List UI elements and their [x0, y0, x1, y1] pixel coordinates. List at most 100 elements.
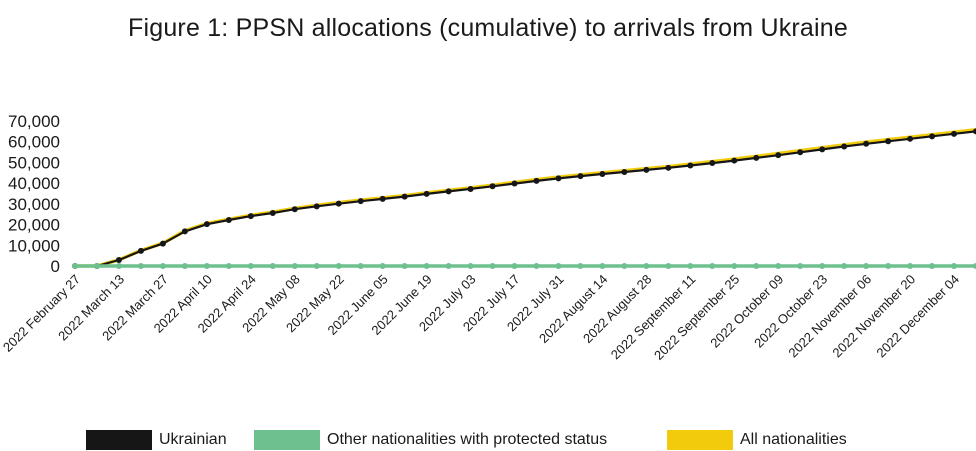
y-tick-label: 10,000: [8, 236, 60, 255]
data-point-ukrainian: [313, 203, 320, 210]
data-point-ukrainian: [929, 133, 936, 140]
data-point-other-nationalities: [885, 263, 892, 269]
data-point-ukrainian: [709, 160, 716, 167]
data-point-ukrainian: [269, 209, 276, 216]
data-point-ukrainian: [511, 180, 518, 187]
data-point-other-nationalities: [577, 263, 584, 269]
data-point-other-nationalities: [357, 263, 364, 269]
data-point-other-nationalities: [841, 263, 848, 269]
data-point-other-nationalities: [269, 263, 276, 269]
data-point-other-nationalities: [313, 263, 320, 269]
legend-label-other-nationalities: Other nationalities with protected statu…: [327, 431, 608, 448]
data-point-other-nationalities: [973, 263, 976, 269]
legend: Ukrainian Other nationalities with prote…: [0, 427, 976, 451]
data-point-ukrainian: [555, 175, 562, 182]
data-point-ukrainian: [731, 157, 738, 164]
x-tick-label: 2022 November 06: [785, 272, 874, 361]
data-point-ukrainian: [951, 130, 958, 137]
data-point-other-nationalities: [335, 263, 342, 269]
data-point-other-nationalities: [863, 263, 870, 269]
y-tick-label: 40,000: [8, 174, 60, 193]
data-point-other-nationalities: [445, 263, 452, 269]
data-point-other-nationalities: [643, 263, 650, 269]
y-tick-label: 50,000: [8, 153, 60, 172]
data-point-other-nationalities: [929, 263, 936, 269]
data-point-other-nationalities: [467, 263, 474, 269]
data-point-ukrainian: [819, 146, 826, 153]
data-point-ukrainian: [225, 217, 232, 224]
series-layer: [72, 127, 976, 269]
data-point-other-nationalities: [555, 263, 562, 269]
series-line-ukrainian: [73, 130, 976, 268]
data-point-other-nationalities: [247, 263, 254, 269]
chart-title: Figure 1: PPSN allocations (cumulative) …: [128, 14, 848, 42]
series-ukrainian: [72, 128, 976, 269]
data-point-other-nationalities: [731, 263, 738, 269]
data-point-other-nationalities: [93, 263, 100, 269]
data-point-other-nationalities: [753, 263, 760, 269]
y-tick-label: 30,000: [8, 195, 60, 214]
y-tick-label: 20,000: [8, 216, 60, 235]
data-point-other-nationalities: [907, 263, 914, 269]
data-point-ukrainian: [863, 140, 870, 147]
data-point-ukrainian: [445, 188, 452, 195]
data-point-other-nationalities: [181, 263, 188, 269]
data-point-ukrainian: [291, 206, 298, 213]
data-point-ukrainian: [599, 171, 606, 178]
series-all-nationalities: [73, 127, 976, 268]
legend-item-other-nationalities: Other nationalities with protected statu…: [254, 429, 607, 451]
data-point-ukrainian: [665, 164, 672, 171]
x-tick-label: 2022 November 20: [829, 272, 918, 361]
data-point-other-nationalities: [489, 263, 496, 269]
data-point-ukrainian: [577, 173, 584, 180]
legend-label-ukrainian: Ukrainian: [159, 431, 227, 448]
data-point-other-nationalities: [621, 263, 628, 269]
x-tick-label: 2022 September 11: [608, 272, 699, 363]
y-tick-label: 60,000: [8, 133, 60, 152]
data-point-ukrainian: [797, 149, 804, 156]
series-line-all-nationalities: [73, 127, 976, 268]
legend-swatch-all-nationalities: [667, 430, 733, 450]
data-point-ukrainian: [159, 240, 166, 247]
data-point-ukrainian: [973, 128, 976, 135]
data-point-ukrainian: [357, 198, 364, 205]
data-point-other-nationalities: [709, 263, 716, 269]
data-point-other-nationalities: [533, 263, 540, 269]
data-point-ukrainian: [335, 200, 342, 207]
data-point-ukrainian: [489, 183, 496, 190]
data-point-other-nationalities: [599, 263, 606, 269]
data-point-ukrainian: [203, 221, 210, 228]
data-point-other-nationalities: [775, 263, 782, 269]
legend-label-all-nationalities: All nationalities: [740, 431, 847, 448]
data-point-ukrainian: [775, 152, 782, 159]
data-point-other-nationalities: [72, 263, 78, 269]
data-point-ukrainian: [885, 138, 892, 145]
data-point-other-nationalities: [819, 263, 826, 269]
y-tick-label: 70,000: [8, 112, 60, 131]
data-point-other-nationalities: [401, 263, 408, 269]
data-point-ukrainian: [841, 143, 848, 150]
data-point-ukrainian: [401, 193, 408, 200]
data-point-other-nationalities: [137, 263, 144, 269]
data-point-other-nationalities: [687, 263, 694, 269]
data-point-ukrainian: [753, 154, 760, 161]
data-point-other-nationalities: [225, 263, 232, 269]
data-point-ukrainian: [247, 213, 254, 220]
data-point-ukrainian: [423, 190, 430, 197]
legend-item-all-nationalities: All nationalities: [667, 429, 847, 451]
data-point-ukrainian: [137, 247, 144, 254]
data-point-ukrainian: [533, 177, 540, 184]
x-tick-label: 2022 December 04: [873, 272, 962, 361]
data-point-other-nationalities: [291, 263, 298, 269]
data-point-other-nationalities: [797, 263, 804, 269]
legend-swatch-ukrainian: [86, 430, 152, 450]
data-point-other-nationalities: [665, 263, 672, 269]
data-point-other-nationalities: [115, 263, 122, 269]
data-point-ukrainian: [643, 166, 650, 173]
x-tick-label: 2022 February 27: [0, 272, 83, 355]
data-point-ukrainian: [379, 195, 386, 202]
data-point-ukrainian: [115, 256, 122, 263]
